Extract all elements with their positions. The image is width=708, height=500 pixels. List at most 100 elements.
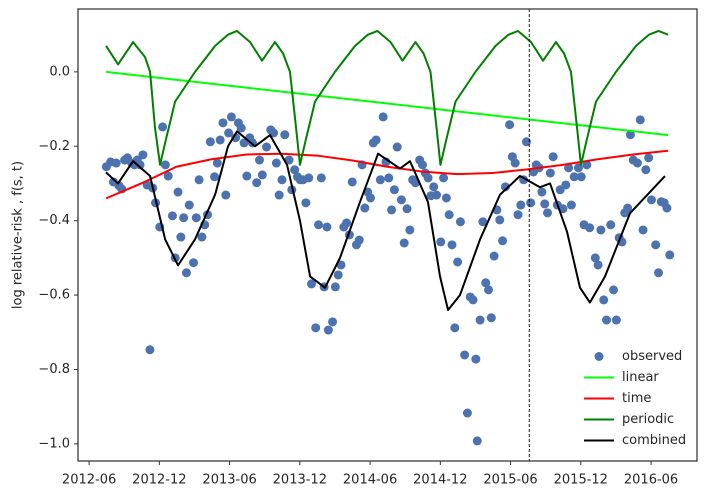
data-point: [304, 173, 314, 183]
data-point: [654, 268, 664, 278]
x-tick-label: 2014-06: [343, 473, 397, 488]
legend-marker: [594, 352, 604, 361]
data-point: [526, 198, 536, 208]
data-point: [561, 180, 571, 190]
data-point: [625, 130, 635, 140]
data-point: [271, 158, 281, 168]
data-point: [599, 295, 609, 305]
legend-label: time: [622, 391, 651, 406]
data-point: [221, 190, 231, 200]
legend-label: combined: [622, 433, 686, 448]
data-point: [191, 213, 201, 223]
data-point: [439, 173, 449, 183]
data-point: [447, 240, 457, 250]
data-point: [306, 279, 316, 289]
data-point: [582, 160, 592, 170]
data-point: [277, 175, 287, 185]
data-point: [257, 170, 267, 180]
data-point: [322, 222, 332, 232]
data-point: [606, 220, 616, 230]
data-point: [609, 285, 619, 295]
data-point: [242, 171, 252, 181]
data-point: [500, 182, 510, 192]
data-point: [224, 128, 234, 138]
data-point: [366, 193, 376, 203]
data-point: [462, 408, 472, 418]
data-point: [167, 211, 177, 221]
data-point: [231, 133, 241, 143]
data-point: [111, 158, 121, 168]
data-point: [635, 115, 645, 125]
y-tick-label: −0.6: [38, 288, 70, 303]
data-point: [590, 253, 600, 263]
data-point: [417, 160, 427, 170]
data-point: [444, 210, 454, 220]
data-point: [468, 295, 478, 305]
data-point: [450, 323, 460, 333]
x-tick-label: 2013-12: [273, 473, 327, 488]
series-line: [105, 70, 669, 137]
data-point: [498, 236, 508, 246]
data-point: [252, 178, 262, 188]
data-point: [585, 223, 595, 233]
data-point: [564, 163, 574, 173]
data-point: [638, 225, 648, 235]
data-point: [301, 198, 311, 208]
data-point: [284, 155, 294, 165]
x-tick-label: 2014-12: [413, 473, 467, 488]
data-point: [145, 345, 155, 355]
data-point: [516, 200, 526, 210]
data-point: [484, 285, 494, 295]
data-point: [342, 218, 352, 228]
data-point: [489, 251, 499, 261]
data-point: [215, 135, 225, 145]
data-point: [460, 350, 470, 360]
data-point: [505, 120, 515, 130]
data-point: [184, 200, 194, 210]
data-point: [405, 225, 415, 235]
data-point: [453, 257, 463, 267]
data-point: [135, 160, 145, 170]
data-point: [392, 142, 402, 152]
data-point: [475, 315, 485, 325]
data-point: [197, 232, 207, 242]
y-tick-label: −0.2: [38, 139, 70, 154]
data-point: [218, 118, 228, 128]
data-point: [181, 268, 191, 278]
data-point: [402, 204, 412, 214]
data-point: [160, 160, 170, 170]
data-point: [486, 313, 496, 323]
y-tick-label: 0.0: [49, 64, 70, 79]
data-point: [328, 317, 338, 327]
data-point: [387, 205, 397, 215]
data-point: [540, 199, 550, 209]
data-point: [138, 150, 148, 160]
data-point: [436, 237, 446, 247]
data-point: [378, 112, 388, 122]
data-point: [632, 158, 642, 168]
data-point: [210, 172, 220, 182]
x-tick-label: 2015-06: [483, 473, 537, 488]
data-point: [336, 260, 346, 270]
data-point: [290, 165, 300, 175]
data-point: [455, 217, 465, 227]
data-point: [521, 137, 531, 147]
series-line: [105, 29, 669, 166]
data-point: [399, 238, 409, 248]
x-tick-label: 2013-06: [202, 473, 256, 488]
data-point: [537, 187, 547, 197]
data-point: [316, 173, 326, 183]
data-point: [611, 315, 621, 325]
data-point: [441, 193, 451, 203]
data-point: [651, 240, 661, 250]
y-axis-label: log relative-risk , f(s, t): [11, 161, 26, 309]
x-tick-label: 2016-06: [624, 473, 678, 488]
data-point: [646, 195, 656, 205]
data-point: [330, 282, 340, 292]
legend-label: periodic: [622, 412, 674, 427]
legend-label: observed: [622, 349, 682, 364]
data-point: [481, 278, 491, 288]
data-point: [429, 182, 439, 192]
